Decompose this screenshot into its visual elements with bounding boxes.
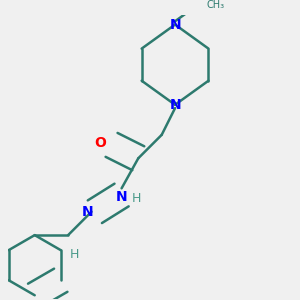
Text: N: N (169, 18, 181, 32)
Text: H: H (70, 248, 80, 262)
Text: N: N (169, 98, 181, 112)
Text: N: N (116, 190, 127, 204)
Text: CH₃: CH₃ (207, 0, 225, 10)
Text: H: H (132, 192, 141, 205)
Text: N: N (82, 205, 93, 219)
Text: O: O (95, 136, 106, 150)
